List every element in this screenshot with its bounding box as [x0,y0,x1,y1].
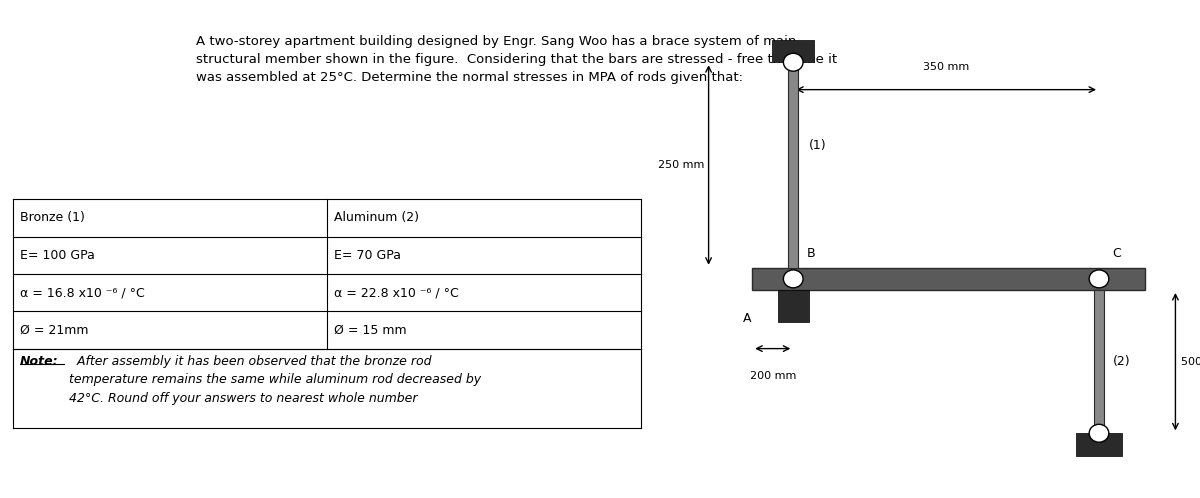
Text: A two-storey apartment building designed by Engr. Sang Woo has a brace system of: A two-storey apartment building designed… [197,35,838,84]
Circle shape [784,270,803,288]
Text: α = 22.8 x10 ⁻⁶ / °C: α = 22.8 x10 ⁻⁶ / °C [334,286,458,299]
Text: Ø = 21mm: Ø = 21mm [19,323,88,337]
Bar [778,290,809,323]
Text: (2): (2) [1112,355,1130,368]
Circle shape [1090,424,1109,442]
Bar [1094,290,1104,433]
Text: C: C [1112,247,1121,260]
Bar [773,40,814,62]
Text: B: B [806,247,816,260]
Text: α = 16.8 x10 ⁻⁶ / °C: α = 16.8 x10 ⁻⁶ / °C [19,286,144,299]
Text: Ø = 15 mm: Ø = 15 mm [334,323,406,337]
Circle shape [784,53,803,71]
Text: Note:: Note: [19,355,59,368]
Text: Bronze (1): Bronze (1) [19,211,84,225]
Bar [752,268,1146,290]
Text: 200 mm: 200 mm [750,371,796,381]
Text: E= 70 GPa: E= 70 GPa [334,249,401,262]
Bar [788,62,798,268]
Text: E= 100 GPa: E= 100 GPa [19,249,95,262]
Text: 350 mm: 350 mm [923,62,970,72]
Text: A: A [743,313,751,326]
Text: Aluminum (2): Aluminum (2) [334,211,419,225]
Text: After assembly it has been observed that the bronze rod
temperature remains the : After assembly it has been observed that… [68,355,481,404]
Text: 500 mm: 500 mm [1181,357,1200,367]
Circle shape [1090,270,1109,288]
Text: (1): (1) [809,138,826,151]
Text: 250 mm: 250 mm [658,160,704,170]
Bar [1076,433,1122,456]
